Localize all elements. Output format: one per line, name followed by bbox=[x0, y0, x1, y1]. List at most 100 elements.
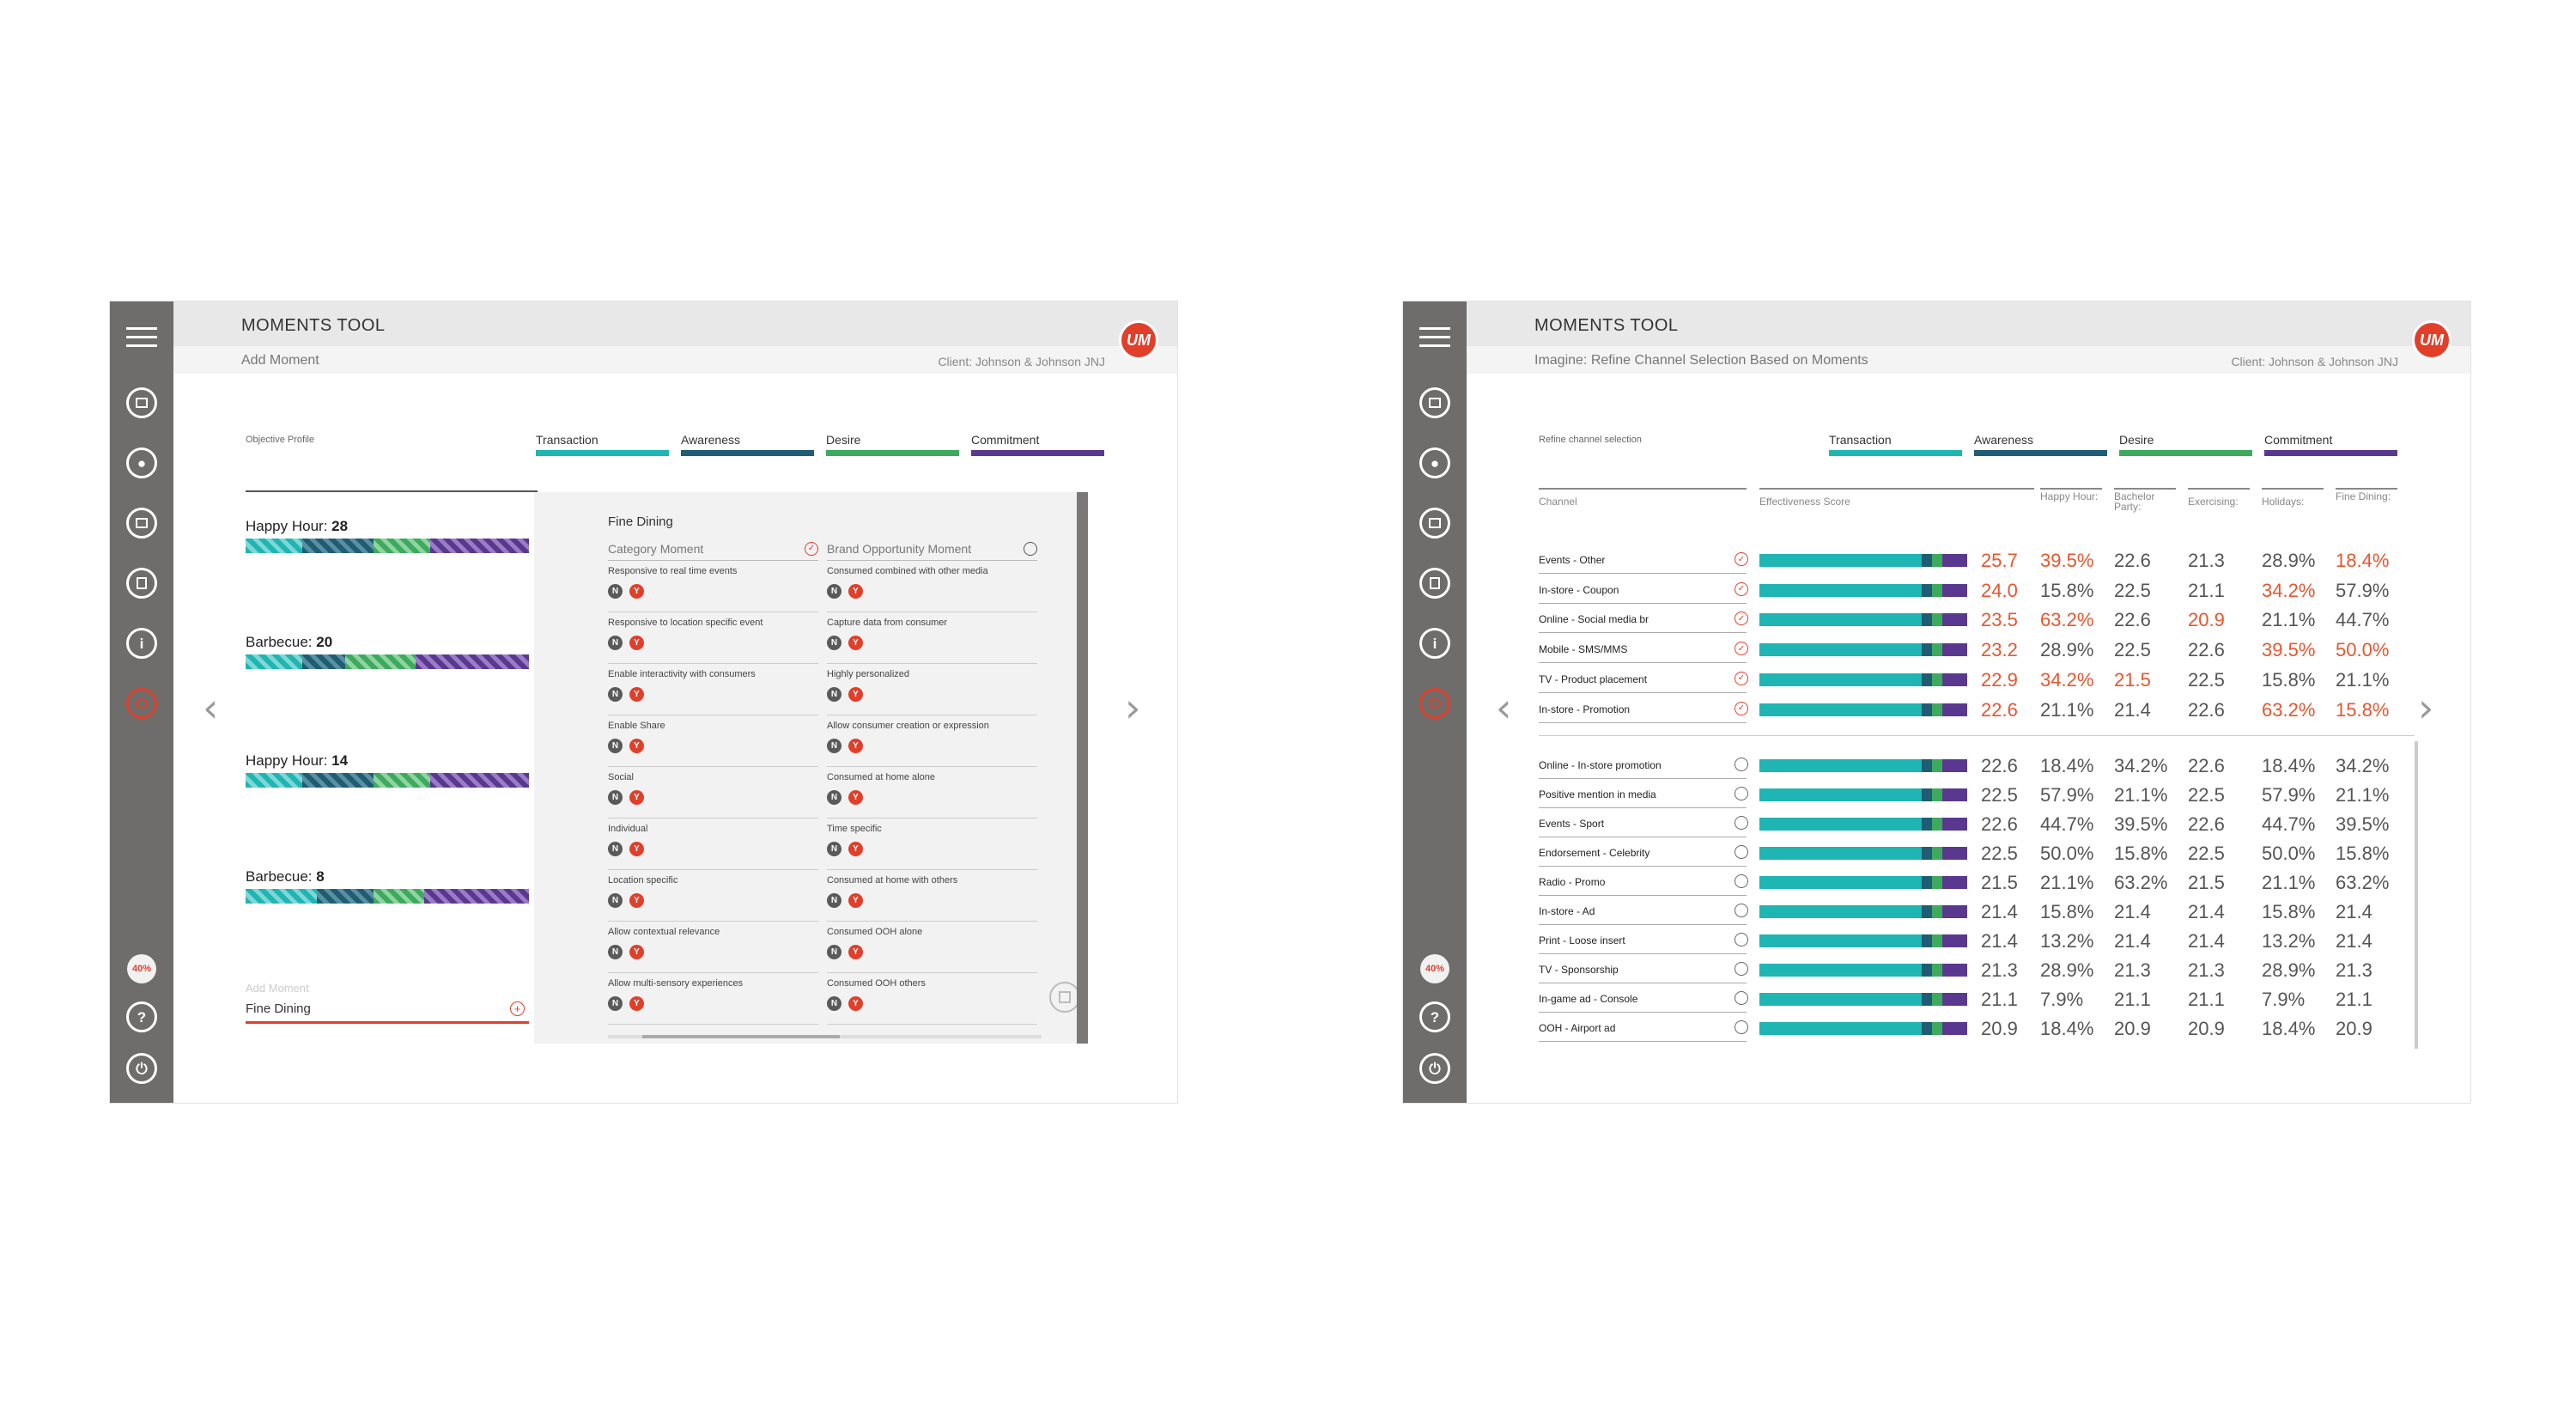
no-toggle[interactable]: N bbox=[608, 636, 623, 650]
channel-radio-icon[interactable] bbox=[1735, 874, 1748, 888]
home-icon[interactable] bbox=[1419, 387, 1450, 418]
brand-radio-icon[interactable] bbox=[1024, 541, 1037, 556]
menu-icon[interactable] bbox=[1419, 327, 1450, 350]
no-toggle[interactable]: N bbox=[608, 687, 623, 702]
target-icon[interactable] bbox=[126, 688, 157, 719]
yes-toggle[interactable]: Y bbox=[629, 893, 644, 908]
menu-icon[interactable] bbox=[126, 327, 157, 350]
info-icon[interactable]: i bbox=[126, 628, 157, 659]
channel-radio-icon[interactable] bbox=[1735, 1020, 1748, 1034]
channel-row[interactable]: Radio - Promo 21.5 21.1% 63.2% 21.5 21.1% 63.2… bbox=[1539, 868, 2397, 898]
channel-row[interactable]: In-store - Promotion ✓ 22.6 21.1% 21.4 22.6 63… bbox=[1539, 696, 2397, 725]
user-icon[interactable]: ● bbox=[1419, 447, 1450, 478]
add-moment-plus-icon[interactable]: + bbox=[510, 1001, 525, 1016]
detail-horizontal-scrollbar[interactable] bbox=[608, 1035, 1042, 1038]
no-toggle[interactable]: N bbox=[827, 790, 841, 805]
channel-row[interactable]: Mobile - SMS/MMS ✓ 23.2 28.9% 22.5 22.6 39.5% 5… bbox=[1539, 636, 2397, 665]
briefcase-icon[interactable] bbox=[126, 508, 157, 539]
info-icon[interactable]: i bbox=[1419, 628, 1450, 659]
yes-toggle[interactable]: Y bbox=[848, 945, 863, 959]
user-icon[interactable]: ● bbox=[126, 447, 157, 478]
channel-radio-icon[interactable] bbox=[1735, 845, 1748, 859]
power-icon[interactable]: ⏻ bbox=[1419, 1053, 1450, 1084]
col-header-fine-dining[interactable]: Fine Dining: bbox=[2336, 488, 2397, 502]
document-icon[interactable] bbox=[126, 568, 157, 599]
help-icon[interactable]: ? bbox=[126, 1001, 157, 1032]
yes-toggle[interactable]: Y bbox=[848, 790, 863, 805]
prev-arrow[interactable]: ‹ bbox=[203, 685, 219, 731]
channel-checked-icon[interactable]: ✓ bbox=[1735, 612, 1748, 626]
document-icon[interactable] bbox=[1419, 568, 1450, 599]
col-header-happy-hour[interactable]: Happy Hour: bbox=[2040, 488, 2102, 502]
brand-opportunity-header[interactable]: Brand Opportunity Moment bbox=[827, 535, 1037, 561]
no-toggle[interactable]: N bbox=[608, 790, 623, 805]
channel-row[interactable]: Events - Sport 22.6 44.7% 39.5% 22.6 44.7% 39.… bbox=[1539, 810, 2397, 839]
no-toggle[interactable]: N bbox=[608, 739, 623, 753]
no-toggle[interactable]: N bbox=[608, 996, 623, 1011]
power-icon[interactable]: ⏻ bbox=[126, 1053, 157, 1084]
target-icon[interactable] bbox=[1419, 688, 1450, 719]
channel-radio-icon[interactable] bbox=[1735, 904, 1748, 917]
yes-toggle[interactable]: Y bbox=[848, 996, 863, 1011]
channel-row[interactable]: Print - Loose insert 21.4 13.2% 21.4 21.4 13.… bbox=[1539, 927, 2397, 956]
yes-toggle[interactable]: Y bbox=[629, 636, 644, 650]
yes-toggle[interactable]: Y bbox=[848, 842, 863, 856]
no-toggle[interactable]: N bbox=[827, 739, 841, 753]
channel-row[interactable]: Online - Social media br ✓ 23.5 63.2% 22.6 20… bbox=[1539, 606, 2397, 635]
no-toggle[interactable]: N bbox=[827, 945, 841, 959]
no-toggle[interactable]: N bbox=[827, 584, 841, 599]
channel-row[interactable]: Endorsement - Celebrity 22.5 50.0% 15.8% 22.… bbox=[1539, 839, 2397, 868]
yes-toggle[interactable]: Y bbox=[629, 842, 644, 856]
help-icon[interactable]: ? bbox=[1419, 1001, 1450, 1032]
detail-vertical-scrollbar[interactable] bbox=[1077, 492, 1088, 1044]
yes-toggle[interactable]: Y bbox=[629, 790, 644, 805]
moment-item[interactable]: Happy Hour: 14 bbox=[246, 752, 529, 788]
yes-toggle[interactable]: Y bbox=[848, 893, 863, 908]
yes-toggle[interactable]: Y bbox=[629, 687, 644, 702]
prev-arrow[interactable]: ‹ bbox=[1496, 685, 1512, 731]
next-arrow[interactable]: › bbox=[2418, 685, 2434, 731]
col-header-holidays[interactable]: Holidays: bbox=[2262, 488, 2324, 507]
moment-item[interactable]: Happy Hour: 28 bbox=[246, 518, 529, 553]
channel-row[interactable]: Positive mention in media 22.5 57.9% 21.1% 2… bbox=[1539, 781, 2397, 810]
yes-toggle[interactable]: Y bbox=[848, 636, 863, 650]
channel-radio-icon[interactable] bbox=[1735, 962, 1748, 976]
table-vertical-scrollbar[interactable] bbox=[2415, 741, 2418, 1049]
col-header-exercising[interactable]: Exercising: bbox=[2188, 488, 2250, 507]
home-icon[interactable] bbox=[126, 387, 157, 418]
channel-checked-icon[interactable]: ✓ bbox=[1735, 552, 1748, 566]
yes-toggle[interactable]: Y bbox=[629, 996, 644, 1011]
col-header-effectiveness[interactable]: Effectiveness Score bbox=[1759, 488, 2034, 507]
channel-row[interactable]: TV - Product placement ✓ 22.9 34.2% 21.5 22.5… bbox=[1539, 666, 2397, 695]
no-toggle[interactable]: N bbox=[827, 687, 841, 702]
channel-radio-icon[interactable] bbox=[1735, 991, 1748, 1005]
col-header-bachelor-party[interactable]: Bachelor Party: bbox=[2114, 488, 2176, 512]
no-toggle[interactable]: N bbox=[608, 945, 623, 959]
channel-radio-icon[interactable] bbox=[1735, 933, 1748, 946]
channel-radio-icon[interactable] bbox=[1735, 787, 1748, 800]
no-toggle[interactable]: N bbox=[608, 584, 623, 599]
yes-toggle[interactable]: Y bbox=[629, 739, 644, 753]
channel-row[interactable]: In-store - Coupon ✓ 24.0 15.8% 22.5 21.1 34.2%… bbox=[1539, 576, 2397, 606]
no-toggle[interactable]: N bbox=[827, 893, 841, 908]
add-moment-input[interactable]: Fine Dining bbox=[246, 1001, 311, 1016]
channel-checked-icon[interactable]: ✓ bbox=[1735, 581, 1748, 596]
channel-row[interactable]: TV - Sponsorship 21.3 28.9% 21.3 21.3 28.9% 21… bbox=[1539, 956, 2397, 985]
channel-checked-icon[interactable]: ✓ bbox=[1735, 701, 1748, 715]
yes-toggle[interactable]: Y bbox=[629, 584, 644, 599]
no-toggle[interactable]: N bbox=[827, 996, 841, 1011]
no-toggle[interactable]: N bbox=[608, 842, 623, 856]
col-header-channel[interactable]: Channel bbox=[1539, 488, 1747, 507]
channel-radio-icon[interactable] bbox=[1735, 816, 1748, 830]
category-check-icon[interactable]: ✓ bbox=[805, 541, 818, 556]
channel-row[interactable]: OOH - Airport ad 20.9 18.4% 20.9 20.9 18.4% 20… bbox=[1539, 1014, 2397, 1044]
yes-toggle[interactable]: Y bbox=[629, 945, 644, 959]
yes-toggle[interactable]: Y bbox=[848, 584, 863, 599]
channel-checked-icon[interactable]: ✓ bbox=[1735, 671, 1748, 685]
channel-radio-icon[interactable] bbox=[1735, 758, 1748, 771]
channel-row[interactable]: Online - In-store promotion 22.6 18.4% 34.2… bbox=[1539, 752, 2397, 781]
channel-row[interactable]: In-game ad - Console 21.1 7.9% 21.1 21.1 7.9%… bbox=[1539, 985, 2397, 1014]
moment-item[interactable]: Barbecue: 8 bbox=[246, 868, 529, 904]
save-icon[interactable] bbox=[1049, 982, 1080, 1013]
channel-row[interactable]: Events - Other ✓ 25.7 39.5% 22.6 21.3 28.9% 18.… bbox=[1539, 546, 2397, 575]
